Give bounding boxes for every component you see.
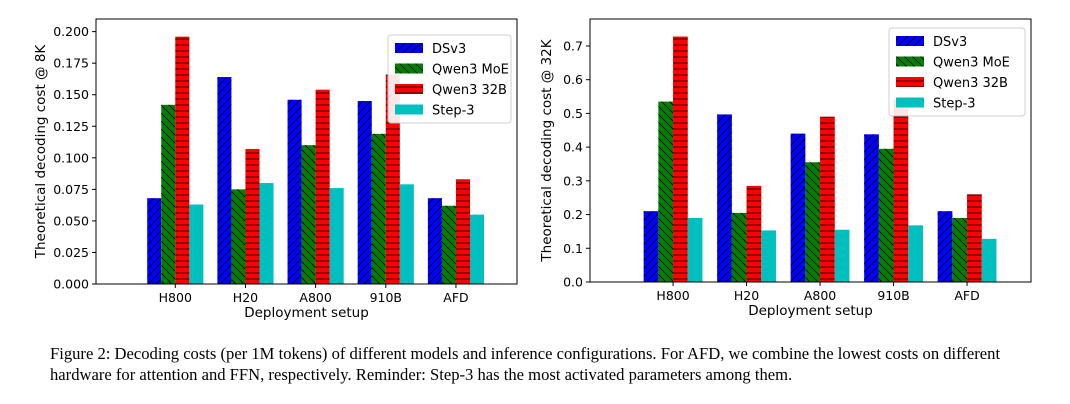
bar-hatch [864, 134, 879, 282]
legend-swatch-hatch [395, 84, 423, 94]
bar [469, 214, 485, 284]
y-tick-label: 0.175 [53, 56, 89, 71]
bar-hatch [385, 74, 400, 285]
bar-hatch [893, 99, 909, 282]
bar-hatch [643, 211, 659, 282]
chart-left: 0.000 0.025 0.050 0.075 0.100 0.125 0.150 0.175… [33, 18, 518, 321]
legend-swatch-hatch [896, 56, 924, 67]
legend-swatch-hatch [395, 43, 423, 53]
bar-hatch [357, 101, 372, 285]
y-axis-label: Theoretical decoding cost @ 32K [539, 38, 555, 262]
bar-hatch [952, 217, 968, 282]
bar-hatch [175, 36, 190, 284]
bar-hatch [231, 189, 246, 284]
bar [908, 225, 923, 282]
x-tick-label: H800 [656, 288, 689, 303]
bar-hatch [245, 148, 260, 284]
y-tick-label: 0.4 [563, 140, 583, 155]
bar-hatch [301, 145, 316, 284]
x-tick-label: AFD [443, 290, 468, 305]
bar [399, 184, 414, 284]
legend-label: Qwen3 32B [933, 76, 1008, 91]
legend-label: DSv3 [933, 35, 967, 50]
y-tick-label: 0.5 [563, 106, 583, 121]
legend-label: Step-3 [933, 97, 976, 112]
bar-hatch [427, 198, 442, 284]
y-tick-label: 0.125 [53, 119, 89, 134]
y-tick-label: 0.100 [53, 150, 89, 165]
y-tick-label: 0.3 [563, 173, 583, 188]
bar-hatch [967, 194, 982, 282]
y-tick-label: 0.050 [53, 213, 89, 228]
y-tick-label: 0.025 [53, 245, 89, 260]
bar-hatch [455, 179, 470, 284]
y-tick-label: 0.2 [563, 207, 583, 222]
y-tick-label: 0.075 [53, 182, 89, 197]
bar-hatch [315, 89, 330, 285]
bar-hatch [441, 205, 456, 284]
legend-label: Qwen3 32B [432, 83, 507, 98]
y-axis-label: Theoretical decoding cost @ 8K [33, 44, 49, 260]
bar-hatch [731, 212, 747, 282]
y-tick-label: 0.150 [53, 87, 89, 102]
bar [687, 217, 703, 282]
legend-swatch-hatch [896, 77, 924, 87]
bar-hatch [746, 185, 762, 282]
bar [981, 238, 997, 282]
legend-box [888, 27, 1026, 117]
legend-swatch [896, 97, 924, 108]
legend-box [387, 34, 512, 124]
legend-swatch-hatch [395, 63, 423, 74]
plot-frame [95, 18, 518, 285]
x-tick-label: AFD [954, 288, 979, 303]
bar [189, 204, 204, 284]
bar-hatch [147, 198, 162, 284]
x-axis-label: Deployment setup [244, 305, 369, 321]
chart-right: 0.0 0.1 0.2 0.3 0.4 0.5 0.6 0.7 H800 H20 A800 910B A… [539, 18, 1032, 319]
bar-hatch [371, 133, 386, 284]
bar-hatch [878, 148, 894, 282]
x-tick-label: H20 [734, 288, 759, 303]
bar-hatch [287, 99, 302, 284]
x-tick-label: A800 [299, 290, 331, 305]
bar [259, 183, 274, 284]
bar-hatch [820, 116, 835, 283]
legend-label: Qwen3 MoE [432, 63, 509, 78]
y-tick-label: 0.0 [563, 275, 583, 290]
x-tick-label: H800 [159, 290, 192, 305]
legend-label: Qwen3 MoE [933, 56, 1010, 71]
bar [834, 229, 850, 282]
legend-swatch [395, 104, 423, 115]
bar [761, 230, 776, 282]
legend-label: Step-3 [432, 104, 475, 119]
x-tick-label: A800 [804, 288, 836, 303]
y-tick-label: 0.1 [563, 241, 583, 256]
x-tick-label: H20 [233, 290, 258, 305]
bar-hatch [805, 162, 821, 282]
bar-hatch [161, 104, 176, 284]
bar-hatch [658, 101, 674, 282]
y-tick-label: 0.6 [563, 72, 583, 87]
bar-hatch [217, 77, 232, 284]
legend-swatch-hatch [896, 36, 924, 46]
legend-label: DSv3 [432, 42, 466, 57]
bar-hatch [673, 36, 688, 283]
y-tick-label: 0.200 [53, 24, 89, 39]
x-tick-label: 910B [370, 290, 402, 305]
plot-frame [589, 18, 1032, 283]
y-tick-label: 0.000 [53, 277, 89, 292]
x-tick-label: 910B [877, 288, 909, 303]
x-axis-label: Deployment setup [748, 303, 873, 319]
bar-hatch [717, 114, 732, 283]
y-tick-label: 0.7 [563, 38, 583, 53]
bar-hatch [790, 133, 806, 282]
bar-hatch [937, 211, 953, 282]
bar [329, 188, 344, 284]
figure-caption: Figure 2: Decoding costs (per 1M tokens)… [50, 344, 1001, 384]
